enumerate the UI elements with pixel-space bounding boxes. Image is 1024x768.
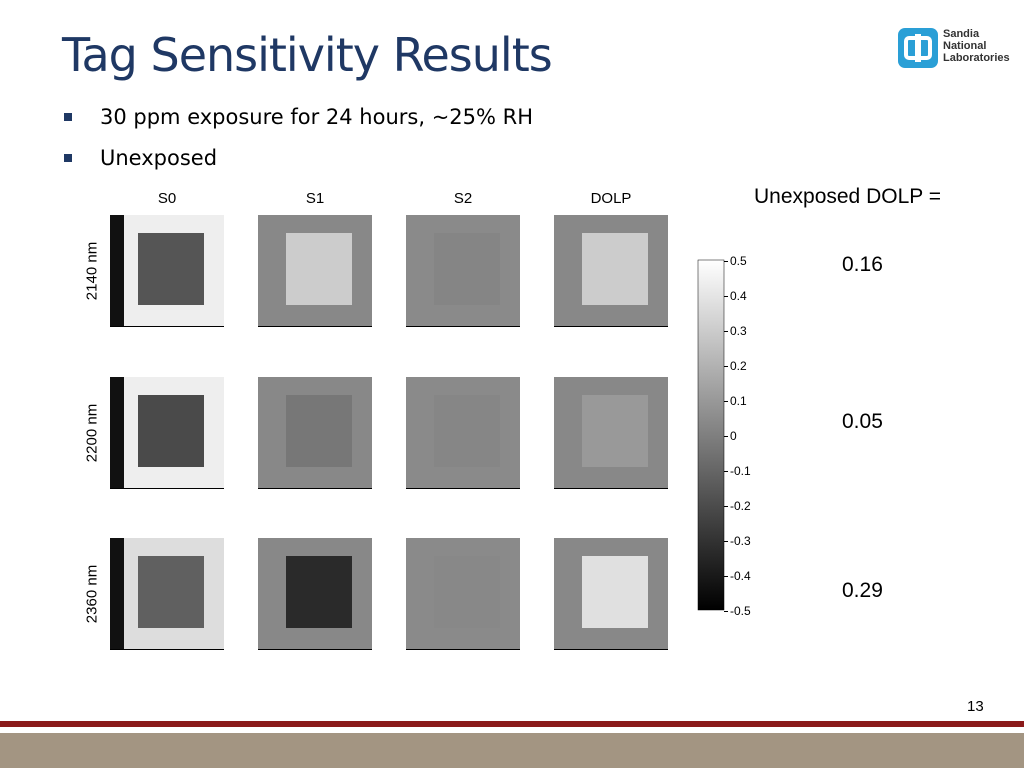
panel-axis [258, 488, 372, 489]
image-region [138, 395, 204, 467]
panel-axis [406, 488, 520, 489]
dolp-value: 0.29 [842, 579, 883, 602]
colorbar-tick-label: 0 [730, 429, 737, 443]
logo-mark [904, 34, 932, 62]
column-label: S2 [453, 190, 473, 207]
panel-axis [406, 649, 520, 650]
colorbar-tick-label: -0.4 [730, 569, 751, 583]
dolp-value: 0.05 [842, 410, 883, 433]
dolp-heading: Unexposed DOLP = [754, 185, 941, 208]
colorbar-tick [724, 506, 728, 507]
colorbar-tick [724, 541, 728, 542]
colorbar [697, 259, 725, 611]
image-region [110, 377, 124, 489]
panel-axis [554, 326, 668, 327]
row-label: 2140 nm [83, 241, 101, 301]
logo-line: Sandia [943, 28, 980, 40]
column-label: DOLP [590, 190, 632, 207]
panel-axis [258, 326, 372, 327]
panel-axis [110, 326, 224, 327]
row-label: 2200 nm [83, 403, 101, 463]
dolp-value: 0.16 [842, 253, 883, 276]
bullet-marker [64, 154, 72, 162]
image-region [434, 556, 500, 628]
image-region [582, 395, 648, 467]
image-region [286, 556, 352, 628]
colorbar-tick [724, 366, 728, 367]
row-label: 2360 nm [83, 564, 101, 624]
colorbar-tick-label: -0.5 [730, 604, 751, 618]
image-region [138, 556, 204, 628]
colorbar-tick-label: 0.3 [730, 324, 747, 338]
colorbar-tick [724, 331, 728, 332]
image-region [138, 233, 204, 305]
colorbar-tick [724, 436, 728, 437]
image-region [582, 556, 648, 628]
logo-text: Sandia National Laboratories [943, 28, 1010, 64]
colorbar-tick-label: 0.1 [730, 394, 747, 408]
page-number: 13 [967, 698, 984, 715]
colorbar-tick [724, 261, 728, 262]
colorbar-tick-label: -0.2 [730, 499, 751, 513]
image-region [286, 233, 352, 305]
colorbar-tick-label: 0.2 [730, 359, 747, 373]
bullet-text: 30 ppm exposure for 24 hours, ~25% RH [100, 105, 534, 129]
column-label: S0 [157, 190, 177, 207]
logo-line: Laboratories [943, 52, 1010, 64]
panel-axis [554, 488, 668, 489]
column-label: S1 [305, 190, 325, 207]
logo-icon [898, 28, 938, 68]
bullet-marker [64, 113, 72, 121]
colorbar-tick [724, 576, 728, 577]
colorbar-tick [724, 296, 728, 297]
slide-title: Tag Sensitivity Results [62, 28, 553, 82]
colorbar-tick [724, 611, 728, 612]
image-region [434, 233, 500, 305]
panel-axis [406, 326, 520, 327]
image-region [110, 538, 124, 650]
image-region [110, 215, 124, 327]
panel-axis [110, 649, 224, 650]
logo-line: National [943, 40, 987, 52]
colorbar-tick-label: -0.3 [730, 534, 751, 548]
colorbar-tick-label: -0.1 [730, 464, 751, 478]
image-region [286, 395, 352, 467]
footer-rule [0, 721, 1024, 727]
colorbar-tick [724, 401, 728, 402]
panel-axis [258, 649, 372, 650]
colorbar-tick [724, 471, 728, 472]
panel-axis [554, 649, 668, 650]
bullet-text: Unexposed [100, 146, 218, 170]
footer-band [0, 733, 1024, 768]
colorbar-tick-label: 0.5 [730, 254, 747, 268]
panel-axis [110, 488, 224, 489]
image-region [434, 395, 500, 467]
image-region [582, 233, 648, 305]
colorbar-tick-label: 0.4 [730, 289, 747, 303]
